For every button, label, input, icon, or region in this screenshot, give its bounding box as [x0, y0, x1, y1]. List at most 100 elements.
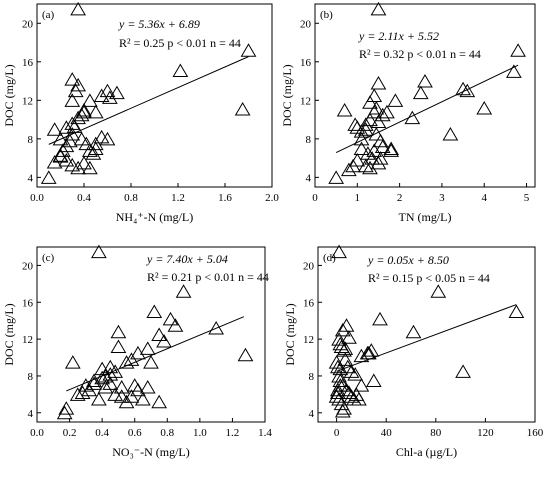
data-point: [64, 93, 81, 107]
x-tick-label: 1.4: [258, 427, 272, 439]
data-point: [505, 64, 522, 78]
y-tick-label: 12: [300, 95, 311, 107]
y-tick-label: 20: [303, 260, 315, 272]
x-tick-label: 2: [397, 192, 403, 204]
data-point: [405, 324, 422, 339]
data-point: [73, 107, 90, 122]
data-point: [94, 370, 111, 385]
data-point: [93, 129, 110, 144]
data-point: [347, 367, 364, 381]
data-point: [374, 139, 391, 154]
data-point: [334, 403, 351, 418]
data-point: [91, 391, 107, 406]
plot-frame: [314, 3, 536, 188]
data-point: [348, 387, 365, 401]
data-point: [139, 380, 156, 394]
x-tick-label: 160: [527, 427, 544, 439]
y-axis-label: DOC (mg/L): [2, 64, 16, 126]
data-point: [364, 151, 380, 165]
regression-equation: y = 2.11x + 5.52: [358, 29, 439, 43]
data-point: [336, 102, 353, 117]
data-point: [56, 405, 73, 420]
x-tick-label: 0.4: [77, 192, 91, 204]
data-point: [353, 378, 370, 392]
data-point: [52, 148, 69, 162]
data-point: [366, 143, 383, 157]
y-tick-label: 20: [22, 260, 34, 272]
data-point: [58, 138, 75, 153]
data-point: [151, 394, 168, 409]
data-point: [99, 83, 116, 98]
data-point: [40, 170, 57, 184]
data-point: [372, 133, 389, 148]
y-tick-label: 16: [22, 297, 34, 309]
data-point: [73, 131, 90, 146]
data-point: [353, 348, 370, 363]
data-point: [113, 389, 130, 403]
panel-label: (d): [323, 252, 336, 264]
data-point: [363, 343, 380, 357]
y-tick-label: 16: [22, 57, 34, 69]
data-point: [368, 127, 385, 141]
data-point: [76, 104, 92, 119]
y-tick-label: 20: [22, 18, 34, 30]
data-point: [58, 153, 75, 167]
regression-equation: y = 0.05x + 8.50: [367, 253, 449, 267]
y-tick-label: 8: [309, 371, 315, 383]
data-point: [343, 389, 360, 403]
data-point: [387, 93, 404, 107]
plot-frame: [317, 246, 536, 423]
data-point: [240, 43, 257, 57]
data-point: [343, 364, 360, 378]
data-point: [347, 117, 364, 131]
x-tick-label: 120: [477, 427, 494, 439]
data-point: [357, 158, 374, 173]
x-tick-label: 3: [439, 192, 445, 204]
y-tick-label: 4: [309, 408, 315, 420]
data-point: [162, 311, 179, 326]
y-tick-label: 16: [300, 57, 312, 69]
x-axis-label: Chl-a (µg/L): [396, 445, 457, 459]
x-tick-label: 40: [381, 427, 393, 439]
x-tick-label: 2.0: [265, 192, 279, 204]
data-point: [430, 284, 447, 298]
x-tick-label: 0.0: [30, 427, 44, 439]
x-axis-label: NH₄⁺-N (mg/L): [116, 210, 194, 224]
x-axis-label: TN (mg/L): [399, 210, 452, 224]
y-tick-label: 4: [28, 408, 34, 420]
data-point: [52, 131, 69, 146]
y-tick-label: 12: [22, 334, 33, 346]
y-axis-label: DOC (mg/L): [283, 303, 297, 365]
data-point: [69, 387, 86, 401]
data-point: [151, 327, 168, 341]
x-tick-label: 0.8: [160, 427, 174, 439]
data-point: [110, 339, 127, 353]
data-point: [362, 95, 378, 109]
x-tick-label: 1: [355, 192, 361, 204]
data-point: [167, 318, 184, 332]
data-point: [156, 333, 172, 348]
data-point: [102, 367, 119, 381]
panel-a: 0.0 0.4 0.8 1.2 1.6 2.0 4 8 12 16 20 NH₄⁺-N (mg/L) D…: [2, 1, 279, 224]
data-point: [64, 127, 81, 141]
y-tick-label: 12: [22, 95, 33, 107]
data-point: [234, 101, 251, 116]
data-point: [87, 136, 104, 151]
data-point: [237, 347, 254, 362]
data-point: [146, 304, 163, 318]
y-axis-label: DOC (mg/L): [280, 64, 294, 126]
data-point: [417, 74, 433, 88]
x-tick-label: 0: [334, 427, 340, 439]
data-point: [362, 160, 378, 175]
data-point: [64, 355, 81, 369]
data-point: [94, 361, 111, 376]
data-point: [97, 380, 114, 394]
data-point: [353, 124, 370, 138]
data-point: [70, 1, 86, 16]
data-point: [442, 127, 459, 141]
panel-label: (b): [320, 9, 333, 21]
data-point: [99, 131, 116, 146]
regression-equation: y = 7.40x + 5.04: [146, 252, 228, 266]
